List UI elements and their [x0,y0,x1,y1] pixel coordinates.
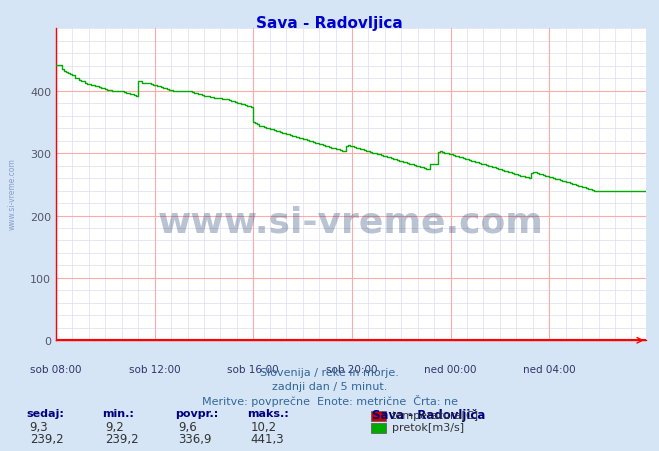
Text: 9,3: 9,3 [30,420,48,433]
Text: 10,2: 10,2 [250,420,277,433]
Text: min.:: min.: [102,408,134,418]
Text: Slovenija / reke in morje.: Slovenija / reke in morje. [260,368,399,377]
Text: www.si-vreme.com: www.si-vreme.com [158,205,544,239]
Text: ned 00:00: ned 00:00 [424,364,477,374]
Text: sob 16:00: sob 16:00 [227,364,279,374]
Text: Sava - Radovljica: Sava - Radovljica [256,16,403,31]
Text: sedaj:: sedaj: [26,408,64,418]
Text: www.si-vreme.com: www.si-vreme.com [8,158,17,230]
Text: sob 12:00: sob 12:00 [129,364,181,374]
Text: 9,2: 9,2 [105,420,124,433]
Text: maks.:: maks.: [247,408,289,418]
Text: ned 04:00: ned 04:00 [523,364,575,374]
Text: 239,2: 239,2 [105,432,139,445]
Text: Meritve: povprečne  Enote: metrične  Črta: ne: Meritve: povprečne Enote: metrične Črta:… [202,395,457,407]
Text: 441,3: 441,3 [250,432,284,445]
Text: sob 20:00: sob 20:00 [326,364,378,374]
Text: 336,9: 336,9 [178,432,212,445]
Text: pretok[m3/s]: pretok[m3/s] [392,423,464,433]
Text: sob 08:00: sob 08:00 [30,364,82,374]
Text: povpr.:: povpr.: [175,408,218,418]
Text: Sava - Radovljiča: Sava - Radovljiča [372,408,486,421]
Text: temperatura[C]: temperatura[C] [392,410,479,420]
Text: zadnji dan / 5 minut.: zadnji dan / 5 minut. [272,381,387,391]
Text: 9,6: 9,6 [178,420,196,433]
Text: 239,2: 239,2 [30,432,63,445]
